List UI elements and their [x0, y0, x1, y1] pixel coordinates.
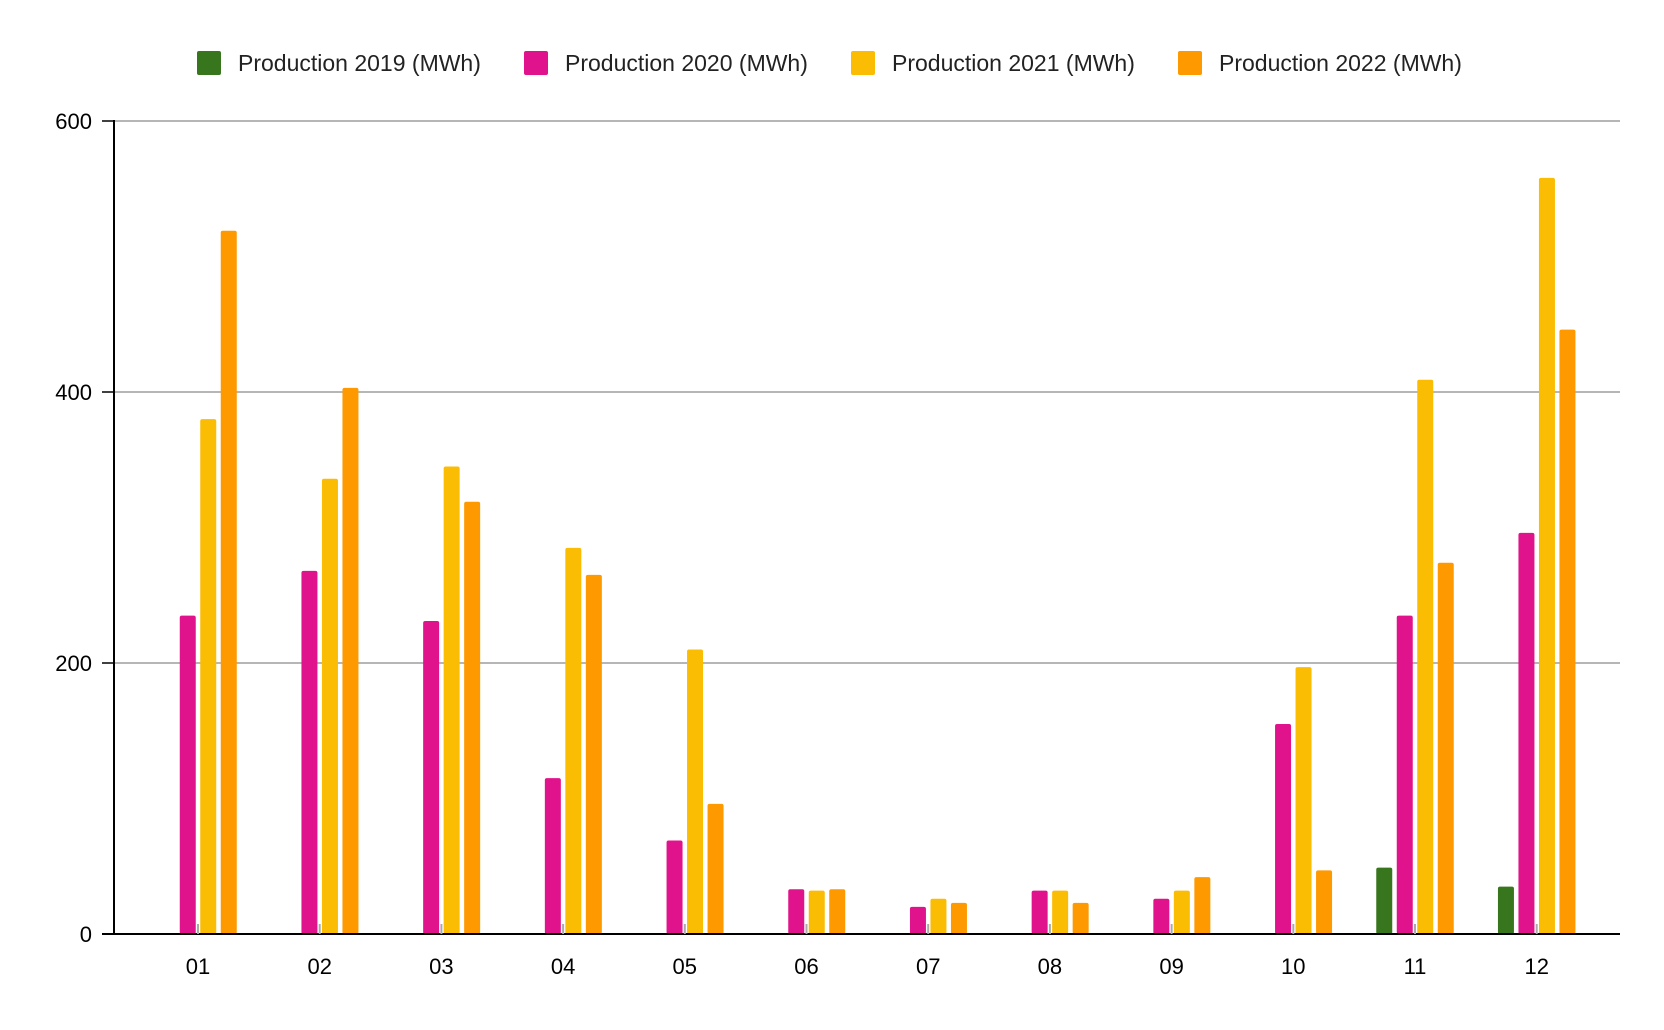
bar	[1396, 615, 1413, 934]
x-tick-label: 12	[1524, 954, 1548, 979]
bar	[1376, 867, 1393, 934]
bar	[829, 889, 846, 934]
legend-label: Production 2019 (MWh)	[238, 50, 481, 76]
axes: 0 200 400 600 01 02 03 04 05 06 07 08 09 10 11 12	[55, 109, 1620, 979]
bar	[1052, 890, 1069, 934]
bar	[321, 478, 338, 934]
y-tick-label: 0	[80, 922, 92, 947]
bar	[930, 898, 947, 934]
legend-item: Production 2019 (MWh)	[197, 50, 481, 76]
bar	[585, 574, 602, 934]
x-tick-label: 09	[1159, 954, 1183, 979]
legend-swatch	[197, 51, 221, 75]
y-tick-label: 400	[55, 380, 92, 405]
bar	[1437, 562, 1454, 934]
bar	[179, 615, 196, 934]
legend-swatch	[1178, 51, 1202, 75]
legend-item: Production 2021 (MWh)	[851, 50, 1135, 76]
bar	[1295, 667, 1312, 934]
x-tick-label: 08	[1038, 954, 1062, 979]
bar	[200, 419, 217, 935]
bar	[808, 890, 825, 934]
bar	[464, 501, 481, 934]
bar	[909, 906, 926, 934]
bar	[950, 902, 967, 934]
y-tick-label: 200	[55, 651, 92, 676]
bar	[443, 466, 460, 934]
gridlines	[114, 120, 1620, 664]
legend-label: Production 2022 (MWh)	[1219, 50, 1462, 76]
bar	[1417, 379, 1434, 934]
x-tick-label: 05	[673, 954, 697, 979]
x-tick-label: 10	[1281, 954, 1305, 979]
bar	[1559, 329, 1576, 934]
bar	[1316, 870, 1333, 934]
legend: Production 2019 (MWh) Production 2020 (MW…	[197, 50, 1462, 76]
x-tick-label: 03	[429, 954, 453, 979]
bar	[1173, 890, 1190, 934]
x-tick-label: 06	[794, 954, 818, 979]
legend-label: Production 2021 (MWh)	[892, 50, 1135, 76]
bar	[1538, 177, 1555, 934]
bar	[788, 889, 805, 934]
x-tick-label: 02	[307, 954, 331, 979]
bar	[1072, 902, 1089, 934]
bar	[1497, 886, 1514, 934]
legend-label: Production 2020 (MWh)	[565, 50, 808, 76]
legend-swatch	[524, 51, 548, 75]
x-tick-label: 11	[1404, 954, 1427, 979]
legend-swatch	[851, 51, 875, 75]
bar	[423, 620, 440, 934]
bars	[179, 177, 1576, 935]
bar	[1275, 723, 1292, 934]
bar	[1518, 532, 1535, 934]
bar	[1194, 877, 1211, 934]
legend-item: Production 2022 (MWh)	[1178, 50, 1462, 76]
y-tick-label: 600	[55, 109, 92, 134]
legend-item: Production 2020 (MWh)	[524, 50, 808, 76]
bar	[544, 778, 561, 934]
bar	[342, 387, 359, 934]
x-tick-label: 04	[551, 954, 575, 979]
bar	[220, 230, 237, 934]
bar	[301, 570, 318, 934]
x-tick-label: 07	[916, 954, 940, 979]
bar	[666, 840, 683, 934]
bar	[565, 547, 582, 934]
bar	[707, 803, 724, 934]
bar	[1153, 898, 1170, 934]
bar	[1031, 890, 1048, 934]
bar	[687, 649, 704, 934]
x-tick-label: 01	[186, 954, 210, 979]
